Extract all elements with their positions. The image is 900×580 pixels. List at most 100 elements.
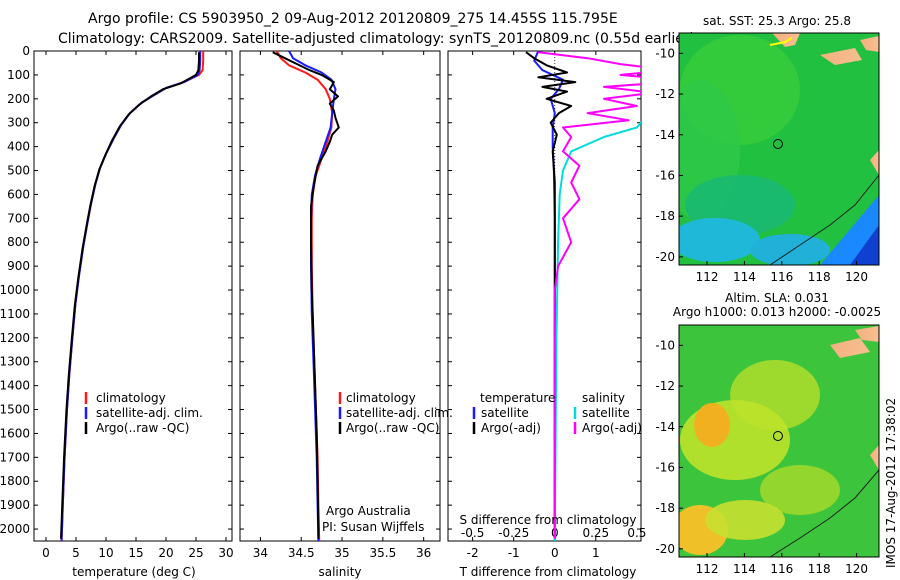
map-x-tick-label: 112 (696, 562, 719, 576)
x-tick-label: 34 (253, 546, 268, 560)
series-line-climatology (275, 51, 334, 541)
sst-map (679, 33, 879, 265)
x-tick-label: 36 (416, 546, 431, 560)
y-tick-label: 200 (7, 92, 30, 106)
y-tick-label: 800 (7, 235, 30, 249)
difference-legend: temperature salinity satellite Argo(-adj… (472, 391, 642, 435)
sst-bathymetry-contour (769, 174, 879, 265)
figure-title-line1: Argo profile: CS 5903950_2 09-Aug-2012 2… (88, 11, 618, 27)
y-tick-label: 1700 (0, 450, 30, 464)
sst-map-title: sat. SST: 25.3 Argo: 25.8 (703, 14, 851, 28)
temperature-legend: climatology satellite-adj. clim. Argo(..… (84, 391, 203, 435)
y-tick-label: 1000 (0, 283, 30, 297)
x-tick-label-s: 0.5 (627, 526, 646, 540)
x-tick-label: 10 (98, 546, 113, 560)
sla-peak-patch (694, 403, 730, 447)
y-tick-label: 600 (7, 187, 30, 201)
credit-line2: PI: Susan Wijffels (322, 520, 424, 534)
map-x-tick-label: 118 (808, 562, 831, 576)
credit-line1: Argo Australia (326, 504, 411, 518)
map-y-tick-label: -10 (655, 338, 675, 352)
sla-high-patch (680, 400, 790, 480)
map-y-tick-label: -16 (655, 168, 675, 182)
legend-label-s-satellite: satellite (582, 406, 630, 420)
legend-label-satellite: satellite-adj. clim. (346, 406, 453, 420)
map-x-tick-label: 114 (733, 562, 756, 576)
salinity-plot: 34 34.5 35 35.5 36 (240, 50, 440, 560)
map-y-tick-label: -10 (655, 46, 675, 60)
sla-map-subtitle: Argo h1000: 0.013 h2000: -0.0025 (673, 305, 881, 319)
y-tick-label: 1500 (0, 403, 30, 417)
imos-timestamp: IMOS 17-Aug-2012 17:38:02 (884, 398, 898, 568)
map-x-tick-label: 116 (770, 562, 793, 576)
map-y-tick-label: -18 (655, 209, 675, 223)
y-tick-label: 300 (7, 116, 30, 130)
sst-yellow-flag (769, 37, 793, 46)
x-tick-label: 15 (128, 546, 143, 560)
difference-xlabel-top: S difference from climatology (460, 513, 637, 527)
series-line-s-satellite (553, 121, 641, 541)
x-tick-label: 20 (158, 546, 173, 560)
map-y-tick-label: -14 (655, 420, 675, 434)
series-line-s-argo-adj- (538, 51, 641, 539)
x-tick-label: 35 (334, 546, 349, 560)
argo-position-marker (772, 139, 783, 150)
legend-label-argo: Argo(..raw -QC) (346, 421, 439, 435)
sst-land-mass (772, 33, 800, 47)
map-y-tick-label: -20 (655, 250, 675, 264)
sla-land-mass (830, 338, 870, 358)
x-tick-label: 0 (551, 546, 559, 560)
sla-map-axes: 112 114 116 118 120 -10 -12 -14 -16 -18 -20 (655, 338, 868, 576)
map-y-tick-label: -14 (655, 128, 675, 142)
y-tick-label: 400 (7, 140, 30, 154)
x-tick-label: 30 (218, 546, 233, 560)
salinity-legend: climatology satellite-adj. clim. Argo(..… (322, 391, 453, 534)
series-line-satellite-adj-clim- (60, 51, 202, 541)
y-tick-label: 1400 (0, 379, 30, 393)
legend-heading-temperature: temperature (480, 391, 555, 405)
salinity-axes (239, 50, 441, 542)
sst-cold-patch (679, 218, 760, 262)
figure-title-line2: Climatology: CARS2009. Satellite-adjuste… (58, 31, 695, 47)
y-tick-label: 0 (22, 44, 30, 58)
map-y-tick-label: -12 (655, 87, 675, 101)
legend-label-satellite: satellite-adj. clim. (96, 406, 203, 420)
difference-axes (447, 50, 642, 542)
y-tick-label: 1900 (0, 498, 30, 512)
x-tick-label: 35.5 (369, 546, 396, 560)
map-y-tick-label: -18 (655, 501, 675, 515)
map-x-tick-label: 120 (845, 562, 868, 576)
map-y-tick-label: -20 (655, 542, 675, 556)
x-tick-label: 34.5 (288, 546, 315, 560)
legend-label-climatology: climatology (346, 391, 416, 405)
series-line-argo-raw-qc- (272, 51, 340, 539)
legend-label-climatology: climatology (96, 391, 166, 405)
temperature-axes (33, 50, 233, 542)
series-line-climatology (60, 51, 205, 541)
temperature-xlabel: temperature (deg C) (72, 565, 195, 579)
map-x-tick-label: 116 (770, 270, 793, 284)
map-x-tick-label: 120 (845, 270, 868, 284)
sst-map-axes: 112 114 116 118 120 -10 -12 -14 -16 -18 -20 (655, 46, 868, 284)
legend-label-t-argo: Argo(-adj) (481, 421, 541, 435)
y-tick-label: 700 (7, 211, 30, 225)
x-tick-label: 25 (188, 546, 203, 560)
x-tick-label: -2 (467, 546, 479, 560)
sla-land-mass (870, 445, 879, 470)
salinity-xlabel: salinity (318, 565, 361, 579)
y-tick-label: 1800 (0, 474, 30, 488)
series-line-t-satellite (533, 51, 564, 541)
sla-land-mass (855, 326, 879, 342)
sla-high-patch (760, 465, 840, 515)
map-y-tick-label: -12 (655, 379, 675, 393)
sla-map-frame (678, 324, 880, 558)
x-tick-label-s: 0.25 (582, 526, 609, 540)
sla-bathymetry-contour (769, 469, 879, 557)
sla-map-title: Altim. SLA: 0.031 (725, 291, 829, 305)
y-tick-label: 1300 (0, 355, 30, 369)
y-tick-label: 500 (7, 164, 30, 178)
series-line-t-argo-adj- (525, 51, 577, 539)
y-tick-label: 1100 (0, 307, 30, 321)
sst-map-frame (678, 32, 880, 266)
